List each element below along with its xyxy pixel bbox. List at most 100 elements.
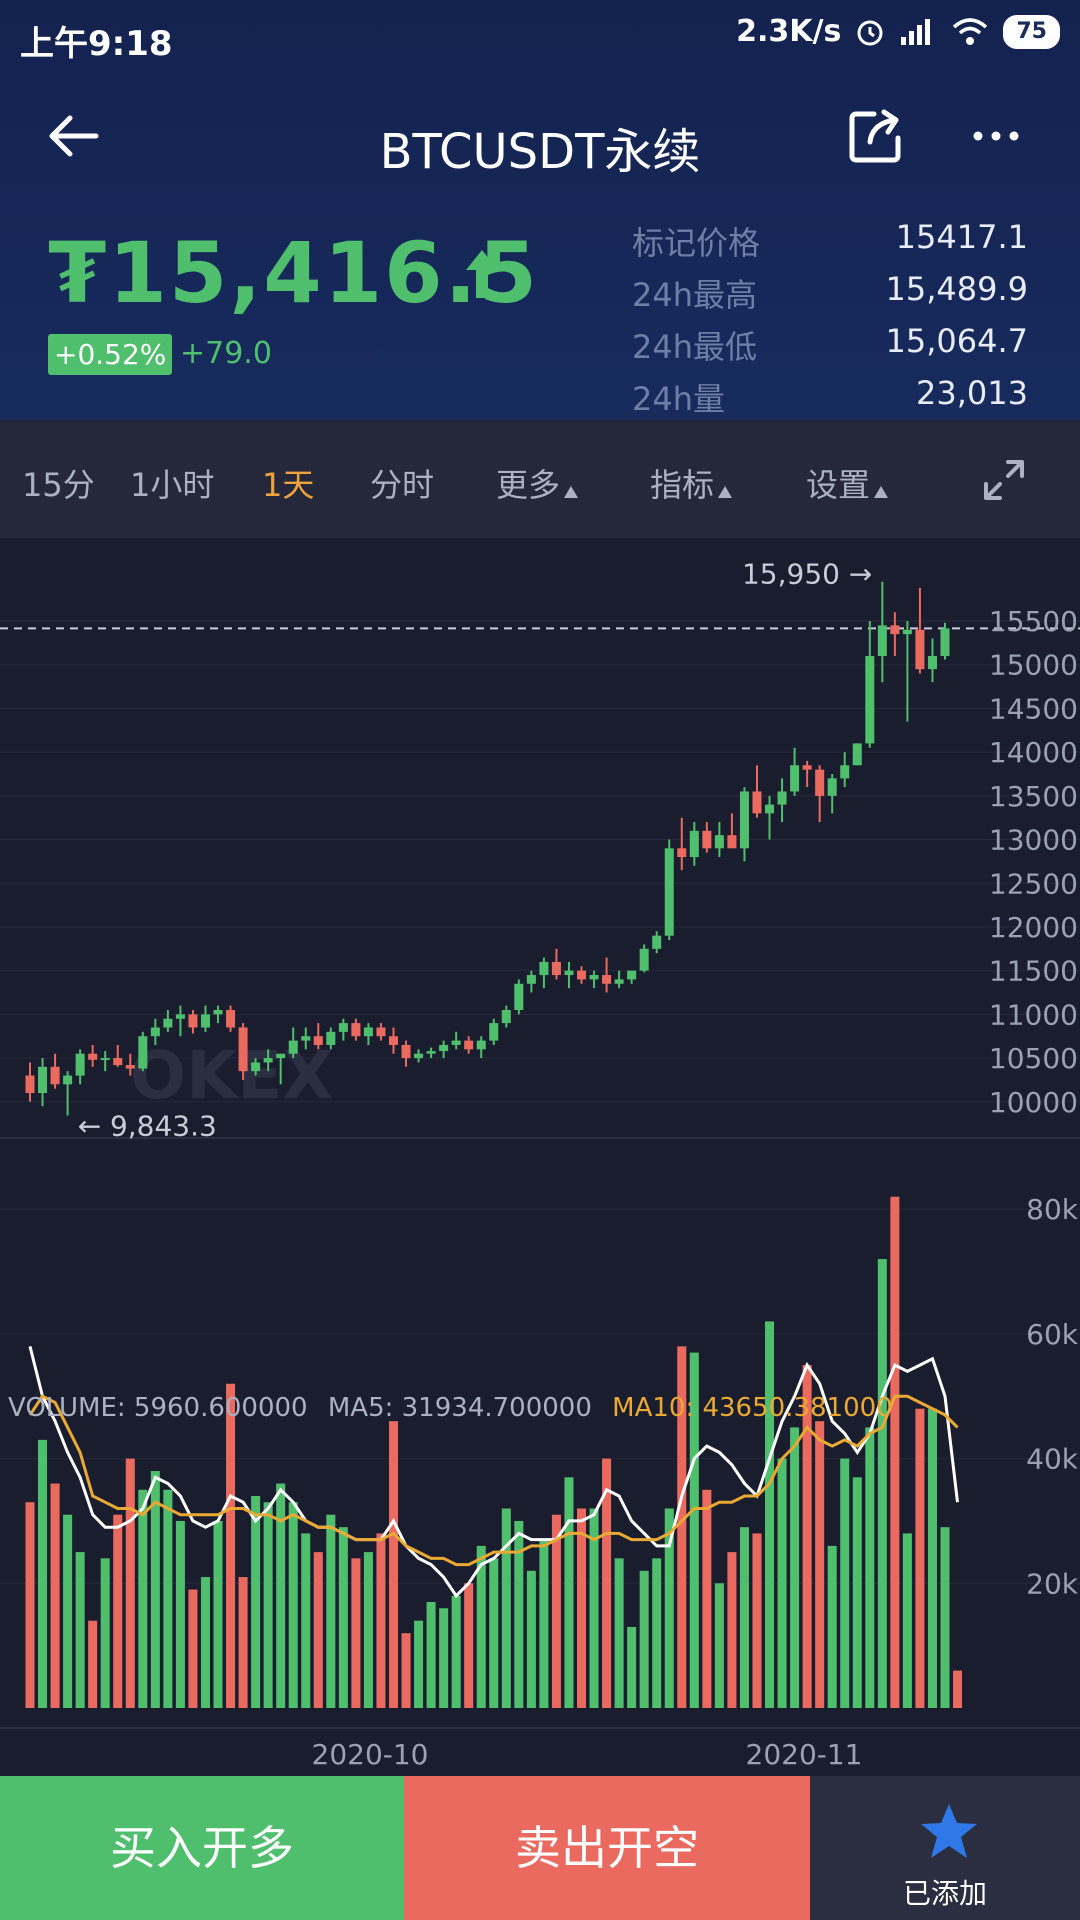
last-price: ₮15,416.5 [48,224,539,322]
back-arrow-icon[interactable] [44,106,104,166]
candle-body [652,935,662,949]
candle-body [351,1023,361,1037]
candle-body [138,1036,148,1069]
candle-body [251,1062,261,1072]
volume-bar [188,1589,198,1708]
network-speed: 2.3K/s [736,14,842,49]
volume-bar [940,1527,950,1708]
volume-bar [113,1514,123,1708]
stat-label: 24h最高 [632,276,758,314]
volume-bar [777,1458,787,1708]
sell-short-button[interactable]: 卖出开空 [404,1776,810,1920]
tab-more[interactable]: 更多 [496,460,579,506]
change-amount: +79.0 [180,336,272,371]
candle-body [63,1075,73,1085]
volume-bar [564,1477,574,1708]
price-axis-label: 13500 [989,780,1078,813]
tab-15min[interactable]: 15分 [22,466,95,504]
candle-body [401,1044,411,1059]
volume-bar [953,1670,963,1708]
candle-body [426,1051,436,1054]
volume-bar [50,1483,60,1708]
candle-body [602,975,612,984]
ma10-line [28,1394,959,1567]
ticker-stats: 标记价格 15417.1 24h最高 15,489.9 24h最低 15,064.7 … [632,218,1028,426]
stat-label: 标记价格 [632,224,761,262]
share-icon[interactable] [846,106,906,166]
page-title: BTCUSDT永续 [379,124,701,180]
volume-bar [677,1346,687,1708]
candle-body [526,975,536,984]
volume-value: VOLUME: 5960.600000 [8,1393,308,1423]
volume-bar [439,1608,449,1708]
candle-body [890,625,900,635]
buy-long-button[interactable]: 买入开多 [0,1776,404,1920]
stat-label: 24h量 [632,380,726,418]
volume-bar [877,1259,887,1708]
candle-body [765,804,775,814]
candle-body [313,1036,323,1045]
signal-icon [901,18,931,45]
price-axis-label: 12000 [989,911,1078,944]
volume-bar [514,1520,524,1708]
chart-area[interactable]: OKEX 15500 15000 14500 14000 13500 13000 12500… [0,538,1080,1778]
candle-body [75,1053,85,1076]
dropdown-triangle-icon [874,486,889,498]
tab-settings[interactable]: 设置 [806,460,889,506]
action-bar: 买入开多 卖出开空 已添加 [0,1776,1080,1920]
candle-body [25,1075,35,1094]
volume-bar [63,1514,73,1708]
candle-body [414,1053,424,1059]
volume-bar [25,1502,35,1708]
candle-body [539,961,549,976]
candle-body [564,970,574,976]
candle-body [664,848,674,936]
volume-bar [589,1508,599,1708]
volume-bar [915,1408,925,1708]
more-icon[interactable] [968,106,1028,166]
candle-body [238,1027,248,1072]
candle-body [451,1040,461,1045]
volume-bar [551,1514,561,1708]
stat-24h-low: 24h最低 15,064.7 [632,322,1028,374]
status-time: 上午9:18 [20,24,173,64]
volume-bar [363,1552,373,1708]
volume-bar [276,1483,286,1708]
tab-1day[interactable]: 1天 [262,466,315,504]
tab-timeshare[interactable]: 分时 [370,466,435,504]
candle-body [627,970,637,980]
ma5-line [28,1346,959,1599]
candlestick-chart[interactable]: OKEX 15500 15000 14500 14000 13500 13000 12500… [0,538,1080,1778]
candle-body [363,1027,373,1037]
tab-1hour[interactable]: 1小时 [130,466,215,504]
candle-body [125,1065,135,1069]
volume-bar [238,1577,248,1708]
volume-bar [401,1633,411,1708]
candle-body [50,1066,60,1085]
candle-body [840,765,850,779]
fullscreen-icon[interactable] [982,458,1026,502]
dropdown-triangle-icon [718,486,733,498]
volume-axis-label: 60k [1026,1318,1079,1351]
favorite-button[interactable]: 已添加 [810,1776,1080,1920]
price-axis-label: 14500 [989,692,1078,725]
price-axis-label: 14000 [989,736,1078,769]
volume-bar [702,1489,712,1708]
candle-body [213,1010,223,1015]
candle-body [263,1058,273,1063]
candle-body [576,970,587,980]
volume-legend: VOLUME: 5960.600000 MA5: 31934.700000 MA… [8,1393,893,1423]
alarm-icon [857,20,883,45]
volume-bar [388,1421,399,1708]
wifi-icon [953,17,988,45]
stat-24h-high: 24h最高 15,489.9 [632,270,1028,322]
candle-body [802,765,812,770]
volume-axis-label: 80k [1026,1193,1079,1226]
candle-body [614,979,624,984]
candle-body [301,1036,311,1041]
candle-body [88,1053,98,1060]
volume-bar [125,1458,135,1708]
low-marker: ← 9,843.3 [78,1110,217,1143]
volume-bar [664,1508,674,1708]
tab-indicators[interactable]: 指标 [650,460,733,506]
